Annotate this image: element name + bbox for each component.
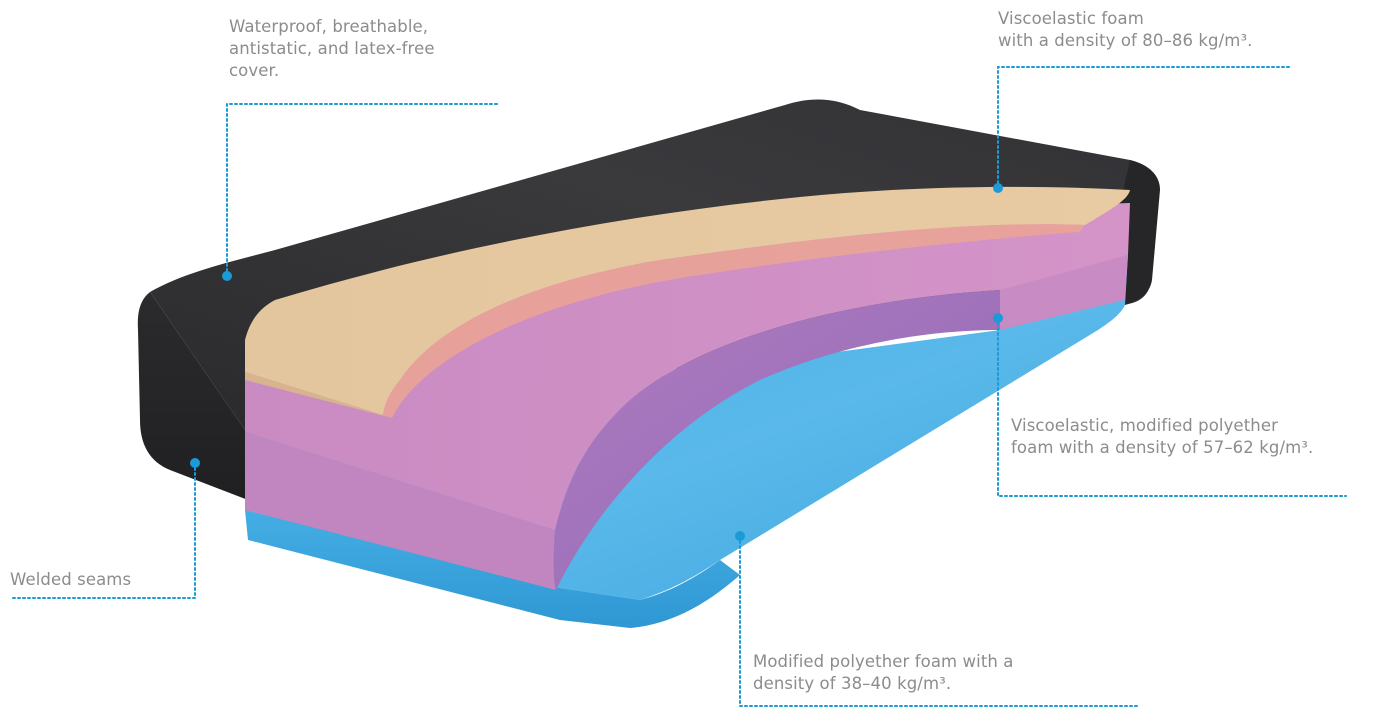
top-foam-front-side bbox=[245, 372, 392, 418]
middle-foam-step-face bbox=[1000, 255, 1128, 330]
seams-leader-line bbox=[9, 462, 196, 599]
cover-left-end bbox=[137, 292, 248, 500]
top-foam-callout-line: with a density of 80–86 kg/m³. bbox=[998, 31, 1253, 50]
callout-leaders bbox=[9, 66, 1347, 707]
seams-callout-line: Welded seams bbox=[10, 570, 132, 589]
cover-marker-dot bbox=[222, 271, 232, 281]
middle-foam-marker-dot bbox=[993, 313, 1003, 323]
base-foam-marker-dot bbox=[735, 531, 745, 541]
cover-callout-line: antistatic, and latex-free bbox=[229, 39, 435, 58]
middle-foam-callout-line: foam with a density of 57–62 kg/m³. bbox=[1011, 438, 1314, 457]
middle-foam-leader-line bbox=[997, 317, 1347, 497]
base-foam-front-edge bbox=[245, 510, 740, 628]
top-foam-marker-dot bbox=[993, 183, 1003, 193]
callout-markers bbox=[190, 183, 1003, 541]
cover-callout-label: Waterproof, breathable, antistatic, and … bbox=[229, 16, 435, 82]
base-foam-callout-label: Modified polyether foam with a density o… bbox=[753, 651, 1014, 695]
base-foam-callout-line: density of 38–40 kg/m³. bbox=[753, 674, 952, 693]
cover-callout-line: Waterproof, breathable, bbox=[229, 17, 429, 36]
mattress bbox=[137, 99, 1160, 628]
middle-foam-layer bbox=[245, 203, 1130, 530]
middle-foam-cut-face bbox=[553, 290, 1000, 590]
cover-callout-line: cover. bbox=[229, 61, 280, 80]
seams-callout-label: Welded seams bbox=[10, 569, 131, 591]
cover-leader-line bbox=[226, 103, 501, 277]
base-foam-callout-line: Modified polyether foam with a bbox=[753, 652, 1014, 671]
top-foam-cut-face bbox=[383, 224, 1085, 418]
middle-foam-front-side bbox=[245, 432, 556, 590]
seams-marker-dot bbox=[190, 458, 200, 468]
top-foam-callout-label: Viscoelastic foam with a density of 80–8… bbox=[998, 8, 1253, 52]
top-foam-layer bbox=[245, 186, 1130, 415]
top-foam-leader-line bbox=[997, 66, 1293, 189]
base-foam-leader-line bbox=[739, 535, 1139, 707]
top-foam-callout-line: Viscoelastic foam bbox=[998, 9, 1144, 28]
middle-foam-callout-line: Viscoelastic, modified polyether bbox=[1011, 416, 1278, 435]
middle-foam-callout-label: Viscoelastic, modified polyether foam wi… bbox=[1011, 415, 1313, 459]
